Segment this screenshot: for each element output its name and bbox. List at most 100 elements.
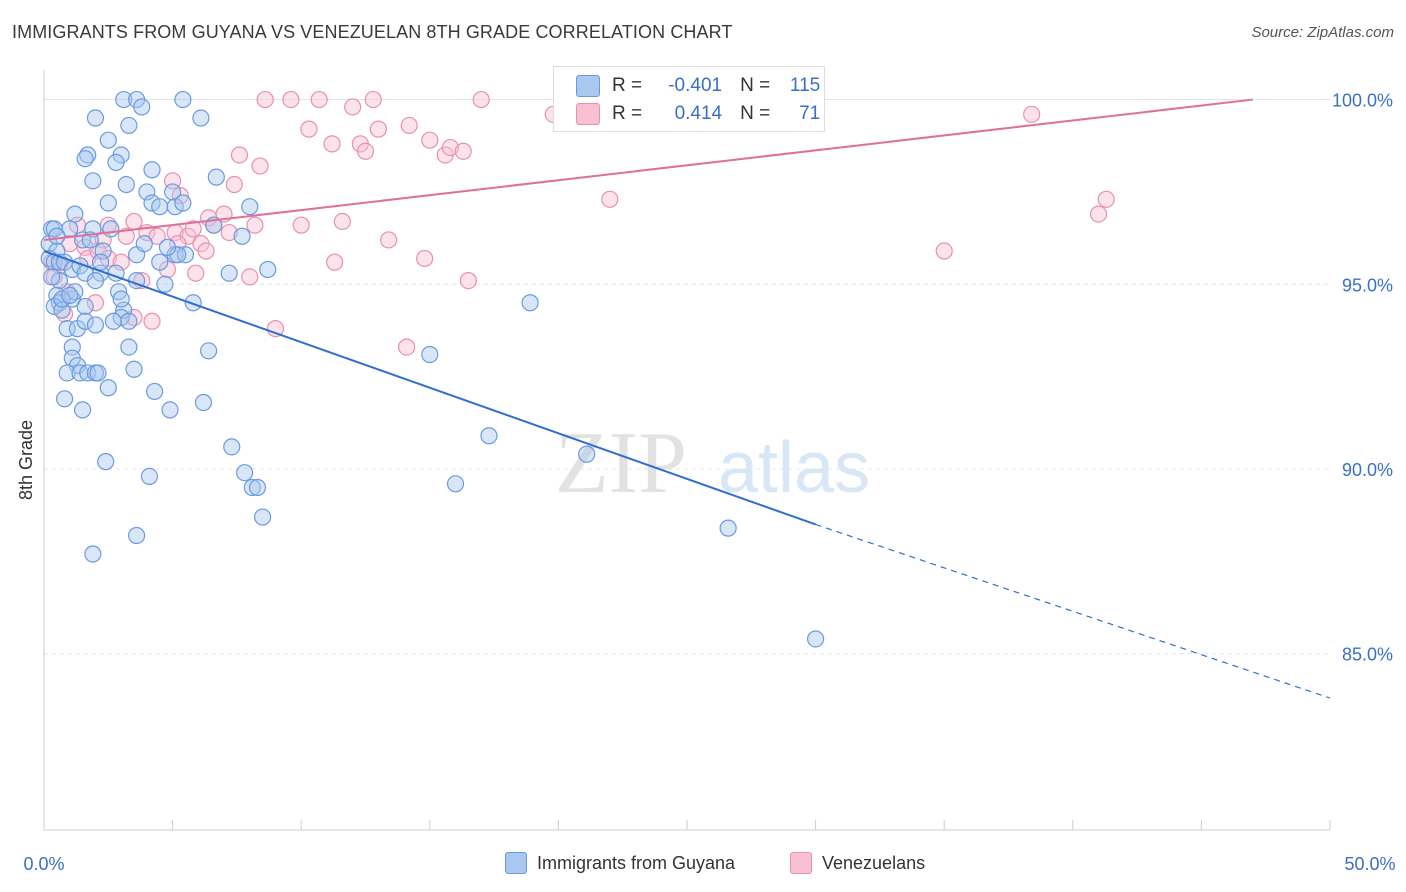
data-point-guyana [117,175,135,194]
data-point-guyana [143,161,161,179]
data-point-guyana [138,183,156,201]
r-label: R = [612,103,643,124]
legend-label-venezuelans: Venezuelans [822,852,926,873]
venezuelans-swatch [576,103,600,125]
legend-item-venezuelans: Venezuelans [790,852,925,874]
data-point-guyana [125,360,143,378]
guyana-legend-swatch [505,852,527,874]
data-point-venezuelans [398,338,416,356]
data-point-venezuelans [364,90,382,109]
data-point-guyana [578,445,596,463]
data-point-guyana [99,379,117,397]
data-point-venezuelans [246,216,264,234]
data-point-guyana [806,630,825,648]
data-point-venezuelans [197,242,215,260]
data-point-guyana [89,364,107,382]
n-label: N = [740,75,771,96]
data-point-venezuelans [225,175,243,194]
data-point-guyana [112,290,130,308]
y-tick-label: 90.0% [1342,460,1393,480]
data-point-guyana [61,286,79,304]
data-point-guyana [86,109,105,127]
source-label: Source: ZipAtlas.com [1251,24,1394,41]
data-point-venezuelans [143,312,161,330]
data-point-guyana [243,478,261,497]
data-point-guyana [58,364,76,382]
data-point-venezuelans [230,146,249,164]
data-point-guyana [76,297,94,316]
r-value-guyana: -0.401 [668,75,723,96]
x-tick-label-right: 50.0% [1344,854,1395,874]
data-point-venezuelans [117,227,135,245]
legend-item-guyana: Immigrants from Guyana [505,852,735,874]
data-point-guyana [446,475,465,493]
data-point-guyana [104,312,123,330]
trendline-venezuelans [43,98,1253,241]
data-point-venezuelans [1089,205,1108,223]
y-tick-label: 85.0% [1342,645,1393,665]
data-point-guyana [91,253,110,271]
watermark-atlas: atlas [718,428,870,508]
data-point-guyana [184,294,202,312]
data-point-guyana [248,478,267,497]
data-point-guyana [719,519,737,537]
data-point-venezuelans [601,190,619,208]
data-point-venezuelans [472,90,490,109]
data-point-guyana [97,453,115,471]
data-point-guyana [99,131,117,149]
data-point-venezuelans [125,212,143,231]
data-point-guyana [223,438,241,456]
data-point-venezuelans [251,157,269,175]
data-point-guyana [99,194,117,212]
watermark-zip: ZIP [555,415,687,512]
data-point-guyana [115,90,133,109]
data-point-venezuelans [421,131,439,149]
venezuelans-legend-swatch [790,852,812,874]
data-point-guyana [76,312,94,330]
data-point-venezuelans [86,294,105,312]
trendline-guyana [43,250,816,526]
data-point-venezuelans [416,249,434,268]
data-point-venezuelans [344,98,362,116]
y-tick-label: 95.0% [1342,275,1393,295]
data-point-venezuelans [459,271,477,290]
data-point-venezuelans [1097,190,1115,208]
data-point-venezuelans [441,138,459,157]
data-point-guyana [43,268,61,286]
data-point-guyana [480,427,498,445]
x-tick-label-left: 0.0% [23,854,64,874]
data-point-guyana [84,172,102,190]
data-point-venezuelans [300,120,318,138]
data-point-venezuelans [400,116,418,135]
n-value-guyana: 115 [789,75,821,96]
n-label: N = [740,103,771,124]
data-point-venezuelans [935,242,953,260]
legend-label-guyana: Immigrants from Guyana [537,852,736,873]
data-point-guyana [164,183,182,201]
data-point-venezuelans [454,142,472,160]
data-point-guyana [120,312,138,330]
data-point-venezuelans [292,216,310,234]
stats-legend: R = -0.401 N = 115 R = 0.414 N = 71 [553,66,825,132]
series-legend: Immigrants from Guyana Venezuelans [0,852,1406,878]
data-point-guyana [220,264,238,282]
data-point-guyana [174,194,192,212]
data-point-venezuelans [356,142,375,160]
data-point-guyana [48,227,66,245]
n-value-venezuelans: 71 [799,103,821,124]
data-point-guyana [158,238,177,256]
data-point-guyana [145,382,164,401]
data-point-guyana [254,508,272,526]
data-point-guyana [66,205,84,223]
data-point-guyana [86,271,105,290]
data-point-venezuelans [323,135,341,153]
r-value-venezuelans: 0.414 [674,103,723,124]
data-point-venezuelans [184,220,202,238]
data-point-guyana [73,401,92,419]
data-point-guyana [151,198,169,216]
data-point-venezuelans [220,223,238,242]
data-point-venezuelans [333,212,351,231]
data-point-guyana [233,227,251,245]
data-point-guyana [135,235,153,253]
